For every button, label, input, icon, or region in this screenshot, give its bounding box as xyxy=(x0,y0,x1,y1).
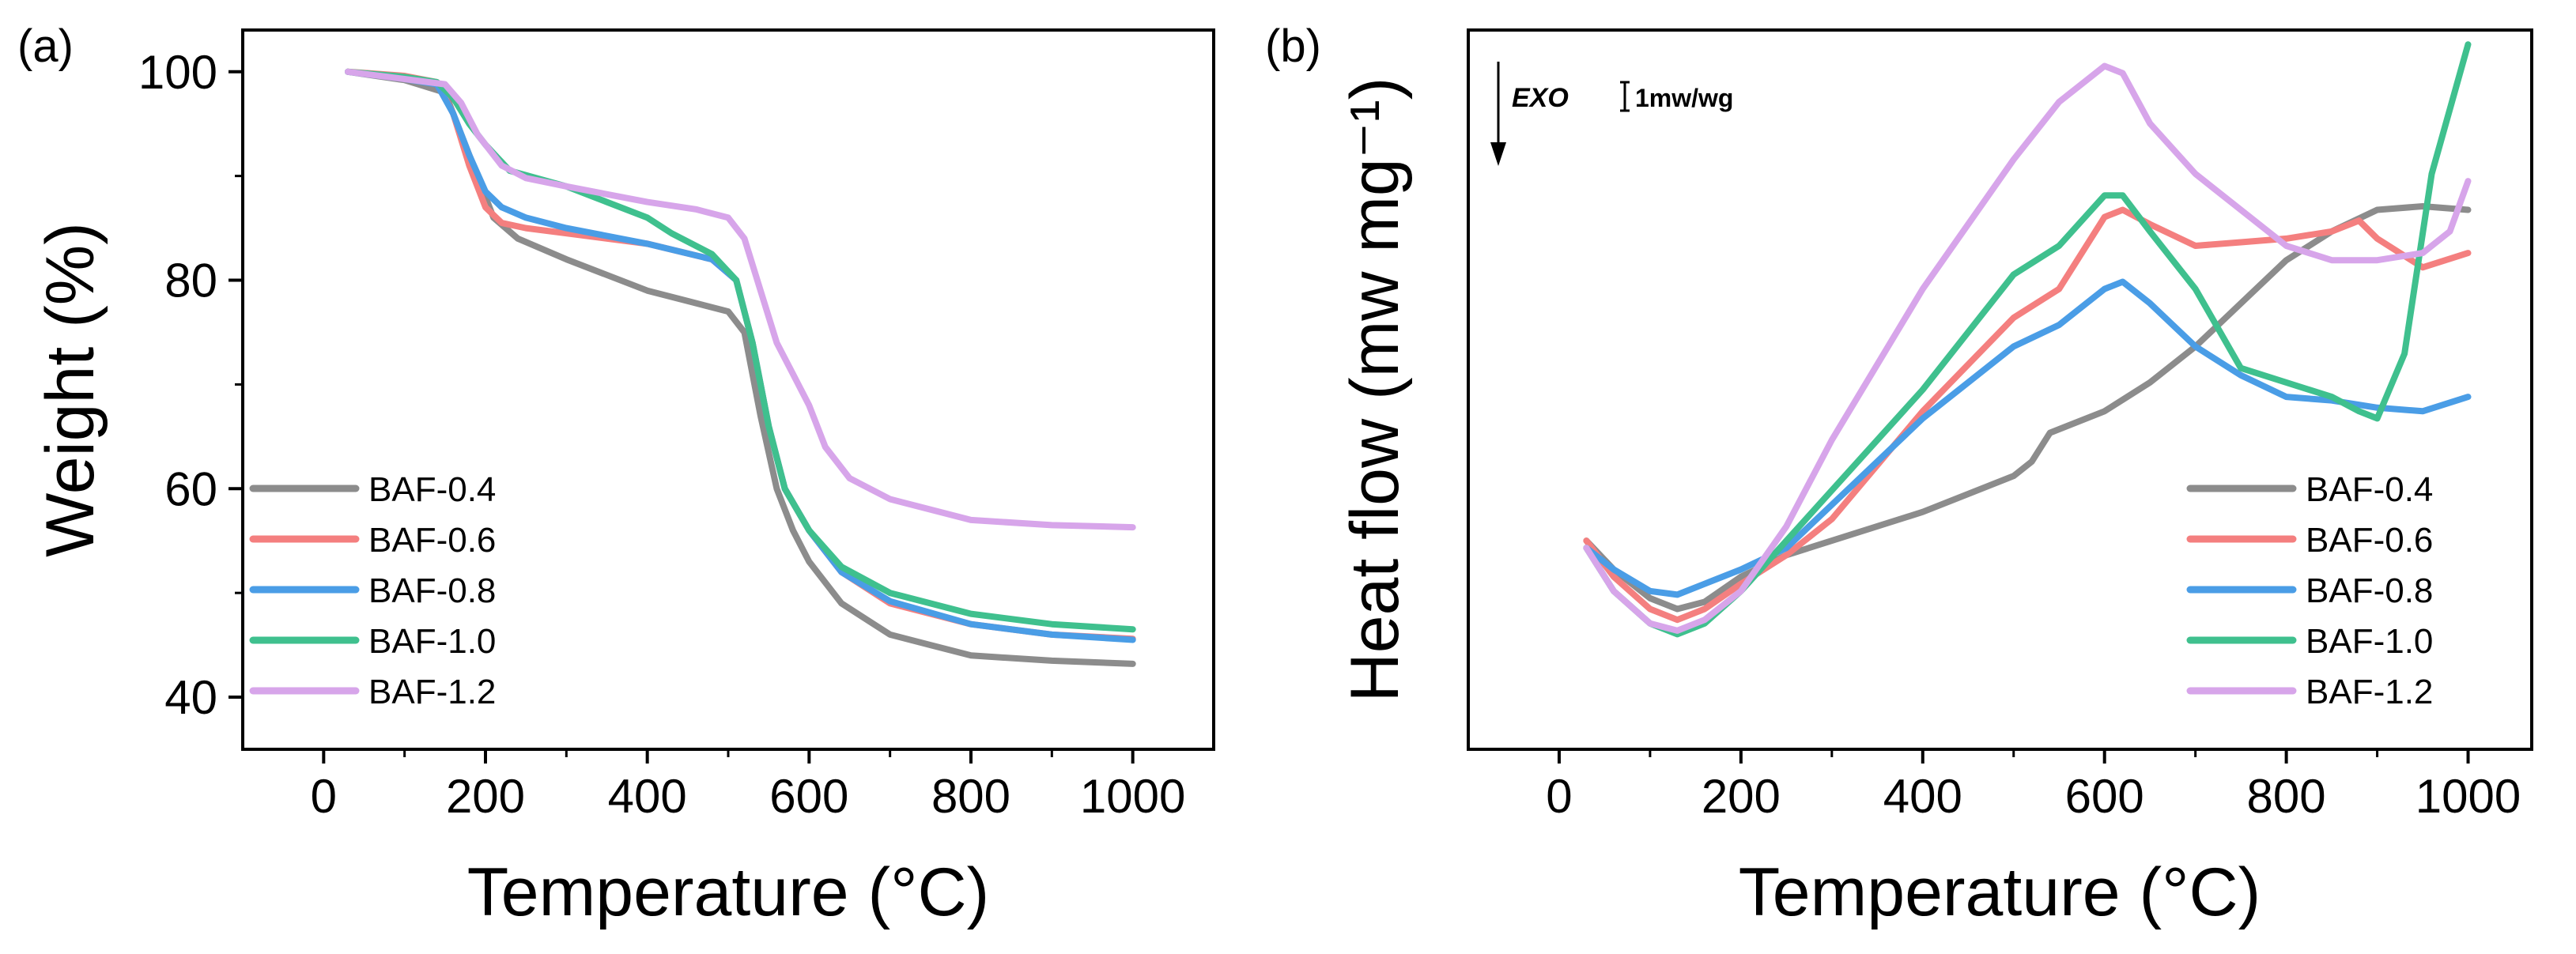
panel-b-xtick-label: 600 xyxy=(2065,770,2144,823)
panel-a-ytick-label: 60 xyxy=(164,462,217,515)
panel-a-label: (a) xyxy=(17,21,74,72)
panel-a-xtick-label: 200 xyxy=(446,770,525,823)
exo-label: EXO xyxy=(1512,83,1569,113)
panel-a-series-baf-0-8 xyxy=(345,68,1136,643)
panel-b-series-baf-0-4 xyxy=(1583,203,2472,613)
panel-b-xtick-label: 0 xyxy=(1546,770,1572,823)
panel-a-legend-label: BAF-0.8 xyxy=(368,571,496,610)
panel-b-xtick-label: 800 xyxy=(2247,770,2326,823)
panel-a-xtick-label: 800 xyxy=(931,770,1010,823)
panel-a-series-baf-1-0 xyxy=(345,68,1136,633)
panel-b-legend: BAF-0.4 BAF-0.6 BAF-0.8 BAF-1.0 BAF-1.2 xyxy=(2186,470,2433,711)
panel-a-legend-label: BAF-1.2 xyxy=(368,673,496,711)
panel-b-xtick-label: 1000 xyxy=(2415,770,2521,823)
panel-b-xtick-label: 400 xyxy=(1883,770,1962,823)
panel-a-series-baf-1-2 xyxy=(345,68,1136,531)
panel-b-legend-label: BAF-0.8 xyxy=(2306,571,2433,610)
scale-label: 1mw/wg xyxy=(1635,84,1733,112)
panel-a-ytick-label: 80 xyxy=(164,255,217,307)
panel-b-legend-label: BAF-1.0 xyxy=(2306,622,2433,661)
panel-a-ytick-label: 100 xyxy=(138,46,217,99)
panel-b-heatflow-chart: (b) 0 200 400 600 800 1000 Temperature (°C) H… xyxy=(1265,21,2533,930)
panel-b-label: (b) xyxy=(1265,21,1321,72)
panel-a-legend-label: BAF-0.6 xyxy=(368,521,496,560)
panel-b-ylabel: Heat flow (mw mg⁻¹) xyxy=(1337,77,1413,703)
panel-a-legend-label: BAF-1.0 xyxy=(368,622,496,661)
panel-a-ylabel: Weight (%) xyxy=(32,222,108,557)
panel-a-weight-chart: (a) 0 200 400 600 800 1000 40 60 80 100 Temperatu… xyxy=(17,21,1215,930)
panel-b-xtick-label: 200 xyxy=(1702,770,1781,823)
panel-a-ytick-label: 40 xyxy=(164,671,217,724)
panel-b-legend-label: BAF-0.6 xyxy=(2306,521,2433,560)
panel-a-series-layer xyxy=(345,68,1136,667)
panel-b-series-baf-0-8 xyxy=(1583,278,2472,598)
panel-b-axes-frame xyxy=(1467,28,2533,751)
panel-a-xlabel: Temperature (°C) xyxy=(467,854,989,930)
exo-annotation: EXO 1mw/wg xyxy=(1490,62,1733,166)
exo-arrow-head xyxy=(1490,142,1506,166)
panel-a-legend-label: BAF-0.4 xyxy=(368,470,496,509)
panel-a-xtick-label: 0 xyxy=(311,770,337,823)
panel-a-legend: BAF-0.4 BAF-0.6 BAF-0.8 BAF-1.0 BAF-1.2 xyxy=(249,470,496,711)
panel-b-legend-label: BAF-0.4 xyxy=(2306,470,2433,509)
panel-b-series-baf-1-2 xyxy=(1583,62,2472,634)
panel-b-legend-label: BAF-1.2 xyxy=(2306,673,2433,711)
panel-b-series-layer xyxy=(1583,41,2472,638)
panel-a-xtick-label: 1000 xyxy=(1080,770,1185,823)
panel-b-series-baf-0-6 xyxy=(1583,206,2472,624)
panel-b-xlabel: Temperature (°C) xyxy=(1739,854,2261,930)
panel-a-xtick-label: 600 xyxy=(769,770,848,823)
panel-b-ticks: 0 200 400 600 800 1000 xyxy=(1546,749,2521,823)
panel-a-xtick-label: 400 xyxy=(608,770,687,823)
panel-a-ticks: 0 200 400 600 800 1000 40 60 80 100 xyxy=(138,46,1186,823)
panel-b-series-baf-1-0 xyxy=(1583,41,2472,638)
